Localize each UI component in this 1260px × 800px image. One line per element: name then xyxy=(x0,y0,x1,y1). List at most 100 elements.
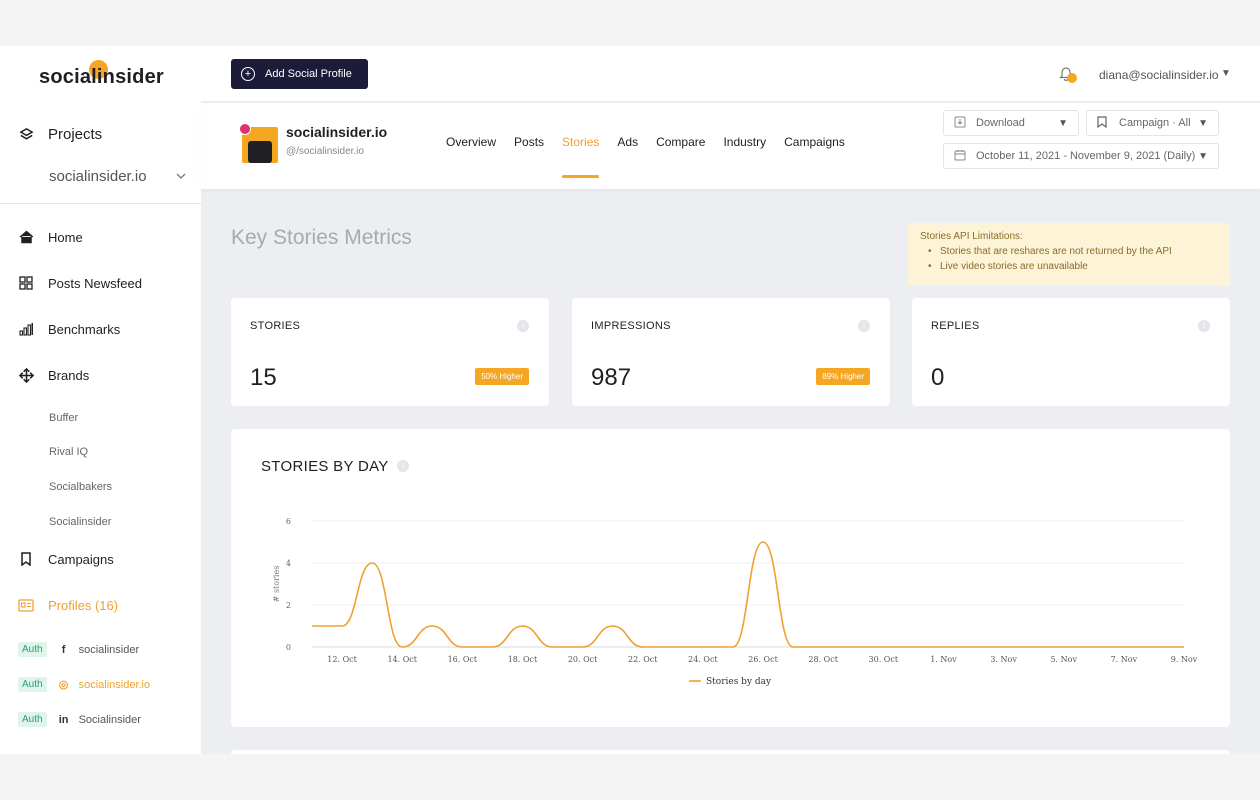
instagram-badge-icon xyxy=(239,123,251,135)
project-select[interactable]: socialinsider.io xyxy=(49,168,147,185)
download-dropdown[interactable]: Download ▼ xyxy=(943,110,1079,136)
campaign-dropdown[interactable]: Campaign · All ▼ xyxy=(1086,110,1219,136)
y-tick-label: 0 xyxy=(286,643,291,652)
notice-item: Stories that are reshares are not return… xyxy=(920,246,1218,257)
x-tick-label: 3. Nov xyxy=(990,655,1017,664)
linkedin-icon: in xyxy=(58,713,69,726)
top-bar: + Add Social Profile diana@socialinsider… xyxy=(201,46,1260,102)
add-social-profile-button[interactable]: + Add Social Profile xyxy=(231,59,368,89)
auth-profile-instagram[interactable]: Auth ◎ socialinsider.io xyxy=(18,677,150,692)
tab-overview[interactable]: Overview xyxy=(446,135,497,149)
calendar-icon xyxy=(954,149,966,164)
download-label: Download xyxy=(976,117,1025,129)
tab-campaigns[interactable]: Campaigns xyxy=(784,135,845,149)
x-tick-label: 30. Oct xyxy=(869,655,899,664)
instagram-icon: ◎ xyxy=(58,679,69,691)
x-tick-label: 14. Oct xyxy=(387,655,417,664)
logo[interactable]: socialinsider xyxy=(39,66,164,88)
sidebar-item-label: Posts Newsfeed xyxy=(48,275,142,291)
x-tick-label: 1. Nov xyxy=(930,655,957,664)
x-tick-label: 5. Nov xyxy=(1050,655,1077,664)
plus-circle-icon: + xyxy=(241,67,255,81)
sidebar-item-label: Brands xyxy=(48,367,90,383)
caret-down-icon: ▼ xyxy=(1198,117,1208,129)
info-icon[interactable]: i xyxy=(1198,320,1210,332)
comparison-badge: 50% Higher xyxy=(475,368,529,385)
logo-mark-icon xyxy=(89,60,108,79)
move-icon xyxy=(18,367,34,383)
profile-name: socialinsider.io xyxy=(286,124,388,140)
bookmark-icon xyxy=(18,551,34,567)
profile-header: socialinsider.io @/socialinsider.io Over… xyxy=(201,103,1260,189)
comparison-badge: 89% Higher xyxy=(816,368,870,385)
x-tick-label: 7. Nov xyxy=(1111,655,1138,664)
auth-profile-linkedin[interactable]: Auth in Socialinsider xyxy=(18,712,141,727)
info-icon[interactable]: i xyxy=(517,320,529,332)
bar-chart-icon xyxy=(18,321,34,337)
sidebar-item-home[interactable]: Home xyxy=(18,229,83,245)
sidebar-item-campaigns[interactable]: Campaigns xyxy=(18,551,114,567)
x-tick-label: 20. Oct xyxy=(568,655,598,664)
chart-title: STORIES BY DAY xyxy=(261,458,389,475)
date-range-picker[interactable]: October 11, 2021 - November 9, 2021 (Dai… xyxy=(943,143,1219,169)
y-tick-label: 2 xyxy=(286,601,291,610)
metric-label: REPLIES xyxy=(931,320,980,332)
profile-card-icon xyxy=(18,597,34,613)
tab-stories[interactable]: Stories xyxy=(562,135,600,178)
sidebar: socialinsider Projects socialinsider.io … xyxy=(0,46,201,754)
auth-profile-facebook[interactable]: Auth f socialinsider xyxy=(18,642,139,657)
grid-icon xyxy=(18,275,34,291)
auth-badge: Auth xyxy=(18,677,47,692)
auth-badge: Auth xyxy=(18,642,47,657)
info-icon[interactable]: i xyxy=(858,320,870,332)
notice-title: Stories API Limitations: xyxy=(920,231,1023,242)
brand-item-buffer[interactable]: Buffer xyxy=(49,412,79,424)
tab-ads[interactable]: Ads xyxy=(617,135,639,149)
brand-item-socialbakers[interactable]: Socialbakers xyxy=(49,481,112,493)
tab-posts[interactable]: Posts xyxy=(514,135,545,149)
auth-profile-name: socialinsider xyxy=(78,643,140,656)
profile-handle: @/socialinsider.io xyxy=(286,146,364,157)
sidebar-item-profiles[interactable]: Profiles (16) xyxy=(18,597,118,613)
x-tick-label: 18. Oct xyxy=(508,655,538,664)
info-icon[interactable]: i xyxy=(397,460,409,472)
x-tick-label: 24. Oct xyxy=(688,655,718,664)
metric-card-stories: STORIES i 15 50% Higher xyxy=(231,298,549,406)
chevron-down-icon[interactable] xyxy=(176,172,186,183)
metric-label: STORIES xyxy=(250,320,301,332)
auth-profile-name: socialinsider.io xyxy=(78,678,151,691)
auth-profile-name: Socialinsider xyxy=(78,713,141,726)
tab-industry[interactable]: Industry xyxy=(723,135,767,149)
y-tick-label: 6 xyxy=(286,517,291,526)
stories-by-day-chart: 0 2 4 6 # stories 12. Oct 14. Oct 16. Oct 18. Oc… xyxy=(272,517,1198,687)
sidebar-item-posts-newsfeed[interactable]: Posts Newsfeed xyxy=(18,275,142,291)
sidebar-item-benchmarks[interactable]: Benchmarks xyxy=(18,321,120,337)
profile-tabs: Overview Posts Stories Ads Compare Indus… xyxy=(446,135,863,178)
download-icon xyxy=(954,116,966,131)
caret-down-icon[interactable]: ▼ xyxy=(1221,68,1231,79)
x-tick-label: 12. Oct xyxy=(327,655,357,664)
user-menu[interactable]: diana@socialinsider.io xyxy=(1099,68,1219,82)
sidebar-item-brands[interactable]: Brands xyxy=(18,367,89,383)
brand-item-socialinsider[interactable]: Socialinsider xyxy=(49,516,112,528)
tab-compare[interactable]: Compare xyxy=(656,135,706,149)
brand-item-rival-iq[interactable]: Rival IQ xyxy=(49,446,89,458)
projects-header[interactable]: Projects xyxy=(18,126,102,143)
metric-label: IMPRESSIONS xyxy=(591,320,671,332)
x-tick-label: 28. Oct xyxy=(808,655,838,664)
api-limitations-notice: Stories API Limitations: Stories that ar… xyxy=(908,223,1230,286)
notification-badge xyxy=(1067,73,1077,83)
section-title: Key Stories Metrics xyxy=(231,226,412,249)
metric-value: 987 xyxy=(591,364,632,391)
campaign-label: Campaign · All xyxy=(1119,117,1191,129)
x-tick-label: 16. Oct xyxy=(448,655,478,664)
sidebar-item-label: Benchmarks xyxy=(48,321,121,337)
divider xyxy=(0,203,201,204)
legend-label: Stories by day xyxy=(706,677,772,687)
series-line xyxy=(312,541,1184,648)
caret-down-icon: ▼ xyxy=(1198,150,1208,162)
x-tick-label: 22. Oct xyxy=(628,655,658,664)
metric-value: 15 xyxy=(250,364,277,391)
sidebar-item-label: Home xyxy=(48,229,83,245)
metric-card-replies: REPLIES i 0 xyxy=(912,298,1230,406)
